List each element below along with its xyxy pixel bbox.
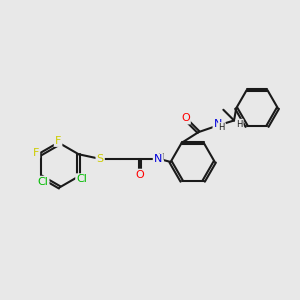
Text: Cl: Cl bbox=[38, 177, 48, 187]
Text: H: H bbox=[219, 123, 225, 132]
Text: O: O bbox=[136, 170, 144, 180]
Text: F: F bbox=[33, 148, 39, 158]
Text: O: O bbox=[181, 113, 190, 123]
Text: F: F bbox=[55, 136, 61, 146]
Text: N: N bbox=[214, 118, 222, 128]
Text: S: S bbox=[97, 154, 104, 164]
Text: N: N bbox=[154, 154, 162, 164]
Text: H: H bbox=[157, 153, 163, 162]
Text: Cl: Cl bbox=[76, 174, 87, 184]
Text: H: H bbox=[236, 120, 243, 129]
